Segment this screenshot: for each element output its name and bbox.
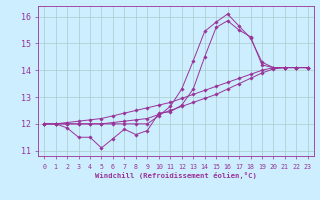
X-axis label: Windchill (Refroidissement éolien,°C): Windchill (Refroidissement éolien,°C) — [95, 172, 257, 179]
